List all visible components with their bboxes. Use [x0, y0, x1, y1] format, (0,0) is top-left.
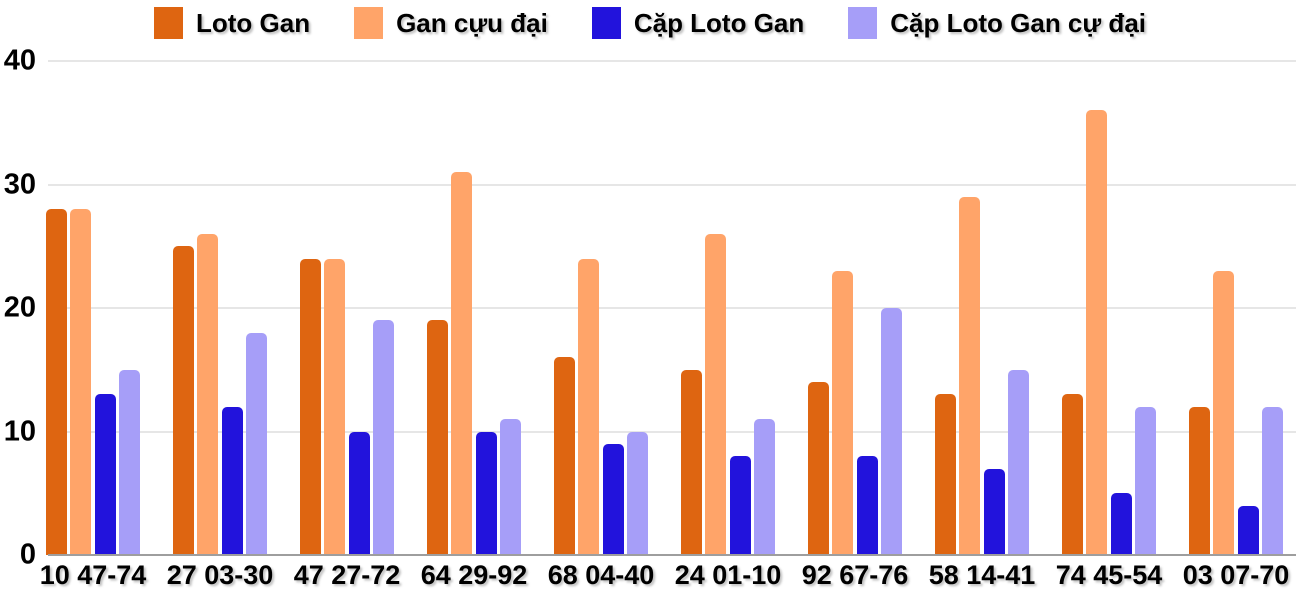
bar-loto-gan-68-04-40[interactable]: [553, 357, 575, 555]
bar-gan-cựu-đại-64-29-92[interactable]: [451, 172, 473, 555]
x-axis-line: [48, 554, 1296, 556]
y-tick-label-30: 30: [3, 168, 36, 200]
gridline-20: [48, 307, 1296, 309]
bar-cặp-loto-gan-cự-đại-47-27-72[interactable]: [373, 320, 395, 555]
bar-loto-gan-10-47-74[interactable]: [45, 209, 67, 555]
bar-loto-gan-27-03-30[interactable]: [172, 246, 194, 555]
legend-item-gan-cuu-dai: Gan cựu đại: [354, 7, 548, 39]
bar-gan-cựu-đại-24-01-10[interactable]: [705, 233, 727, 555]
legend-swatch-gan-cuu-dai: [354, 7, 384, 39]
x-category-label-47-27-72: 47 27-72: [293, 560, 401, 590]
y-tick-label-40: 40: [3, 44, 36, 77]
bar-cặp-loto-gan-cự-đại-10-47-74[interactable]: [119, 369, 141, 555]
legend-item-cap-loto-gan-cu-dai: Cặp Loto Gan cự đại: [848, 7, 1146, 39]
legend-swatch-loto-gan: [153, 7, 183, 39]
bar-cặp-loto-gan-03-07-70[interactable]: [1237, 505, 1259, 555]
x-category-label-64-29-92: 64 29-92: [420, 560, 528, 590]
x-category-label-92-67-76: 92 67-76: [801, 560, 909, 590]
legend-label-loto-gan: Loto Gan: [195, 7, 311, 38]
y-tick-label-20: 20: [3, 291, 36, 324]
bar-cặp-loto-gan-68-04-40[interactable]: [602, 443, 624, 555]
bar-loto-gan-92-67-76[interactable]: [807, 382, 829, 555]
y-tick-label-10: 10: [3, 415, 36, 447]
bar-cặp-loto-gan-cự-đại-92-67-76[interactable]: [881, 308, 903, 555]
x-category-label-74-45-54: 74 45-54: [1055, 560, 1163, 590]
gridline-30: [48, 183, 1296, 186]
x-category-label-03-07-70: 03 07-70: [1182, 560, 1290, 590]
legend-item-cap-loto-gan: Cặp Loto Gan: [591, 7, 805, 39]
bar-cặp-loto-gan-74-45-54[interactable]: [1110, 493, 1132, 555]
bar-cặp-loto-gan-cự-đại-03-07-70[interactable]: [1262, 406, 1284, 555]
legend-item-loto-gan: Loto Gan: [153, 7, 311, 39]
gridline-10: [48, 430, 1296, 433]
x-category-label-24-01-10: 24 01-10: [674, 560, 782, 590]
bar-gan-cựu-đại-58-14-41[interactable]: [959, 196, 981, 555]
bar-gan-cựu-đại-10-47-74[interactable]: [70, 209, 92, 555]
bar-cặp-loto-gan-cự-đại-27-03-30[interactable]: [246, 332, 268, 555]
legend-swatch-cap-loto-gan-cu-dai: [848, 7, 878, 39]
bar-cặp-loto-gan-47-27-72[interactable]: [348, 431, 370, 555]
legend-label-gan-cuu-dai: Gan cựu đại: [396, 7, 548, 38]
bar-loto-gan-24-01-10[interactable]: [680, 369, 702, 555]
bar-cặp-loto-gan-cự-đại-74-45-54[interactable]: [1135, 406, 1157, 555]
legend-swatch-cap-loto-gan: [591, 7, 621, 39]
bar-gan-cựu-đại-47-27-72[interactable]: [324, 258, 346, 555]
bar-cặp-loto-gan-92-67-76[interactable]: [856, 456, 878, 555]
x-category-label-27-03-30: 27 03-30: [166, 560, 274, 590]
legend-label-cap-loto-gan: Cặp Loto Gan: [633, 7, 805, 38]
chart-legend: Loto Gan Gan cựu đại Cặp Loto Gan Cặp Lo…: [0, 7, 1300, 39]
bar-cặp-loto-gan-64-29-92[interactable]: [475, 431, 497, 555]
bar-cặp-loto-gan-cự-đại-24-01-10[interactable]: [754, 419, 776, 555]
gridline-40: [48, 60, 1296, 62]
x-category-label-58-14-41: 58 14-41: [928, 560, 1036, 590]
bar-loto-gan-58-14-41[interactable]: [934, 394, 956, 555]
bar-gan-cựu-đại-27-03-30[interactable]: [197, 233, 219, 555]
bar-loto-gan-03-07-70[interactable]: [1188, 406, 1210, 555]
x-category-label-68-04-40: 68 04-40: [547, 560, 655, 590]
bar-loto-gan-74-45-54[interactable]: [1061, 394, 1083, 555]
bar-gan-cựu-đại-03-07-70[interactable]: [1213, 270, 1235, 555]
bar-cặp-loto-gan-cự-đại-68-04-40[interactable]: [627, 431, 649, 555]
bar-gan-cựu-đại-92-67-76[interactable]: [832, 270, 854, 555]
bar-gan-cựu-đại-68-04-40[interactable]: [578, 258, 600, 555]
y-tick-label-0: 0: [19, 538, 36, 571]
bar-cặp-loto-gan-58-14-41[interactable]: [983, 468, 1005, 555]
bar-loto-gan-64-29-92[interactable]: [426, 320, 448, 555]
legend-label-cap-loto-gan-cu-dai: Cặp Loto Gan cự đại: [890, 7, 1146, 38]
bar-loto-gan-47-27-72[interactable]: [299, 258, 321, 555]
bar-cặp-loto-gan-27-03-30[interactable]: [221, 406, 243, 555]
bar-cặp-loto-gan-cự-đại-58-14-41[interactable]: [1008, 369, 1030, 555]
bar-cặp-loto-gan-24-01-10[interactable]: [729, 456, 751, 555]
bar-cặp-loto-gan-10-47-74[interactable]: [94, 394, 116, 555]
bar-cặp-loto-gan-cự-đại-64-29-92[interactable]: [500, 419, 522, 555]
x-category-label-10-47-74: 10 47-74: [39, 560, 147, 590]
bar-gan-cựu-đại-74-45-54[interactable]: [1086, 110, 1108, 555]
